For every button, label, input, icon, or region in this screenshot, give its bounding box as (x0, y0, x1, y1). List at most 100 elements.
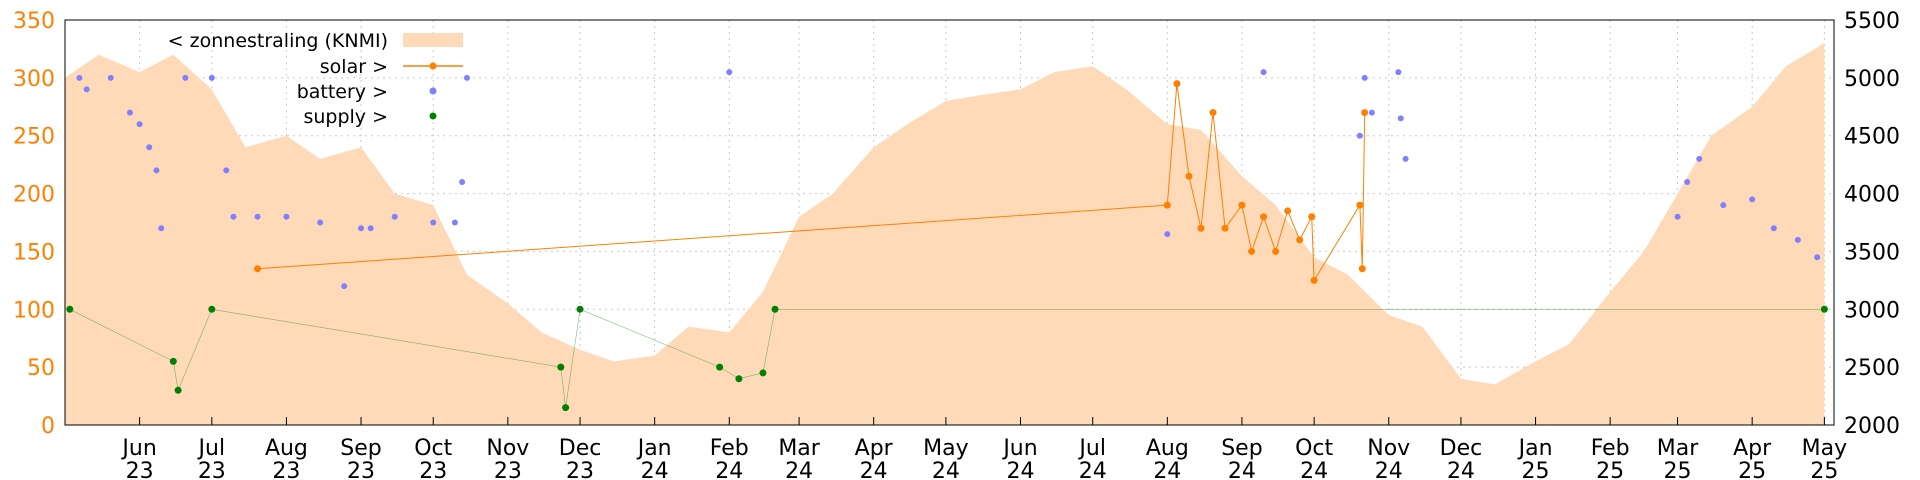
x-tick-year: 24 (641, 459, 669, 480)
x-tick-month: Aug (265, 436, 308, 461)
radiation-area-path (65, 43, 1825, 425)
x-tick-year: 25 (1596, 459, 1624, 480)
supply-point (208, 305, 216, 313)
legend-swatch-point (429, 87, 437, 95)
x-tick-year: 23 (566, 459, 594, 480)
radiation-area (65, 43, 1825, 425)
y-left-tick-label: 100 (13, 298, 55, 323)
legend-swatch-area (403, 33, 463, 47)
battery-point (107, 74, 114, 81)
x-tick-year: 23 (272, 459, 300, 480)
legend-label: supply > (303, 106, 388, 128)
x-tick-year: 23 (494, 459, 522, 480)
battery-point (126, 109, 133, 116)
y-left-tick-label: 150 (13, 240, 55, 265)
supply-point (557, 363, 565, 371)
solar-point (1361, 109, 1369, 117)
battery-point (1368, 109, 1375, 116)
battery-point (1164, 231, 1171, 238)
y-right-tick-label: 5500 (1844, 9, 1900, 34)
solar-point (1308, 213, 1316, 221)
solar-point (1284, 207, 1292, 215)
battery-point (459, 179, 466, 185)
axes (64, 19, 1835, 426)
solar-point (1310, 276, 1318, 284)
x-tick-year: 24 (1228, 459, 1256, 480)
x-tick-month: Apr (855, 436, 894, 461)
x-tick-year: 25 (1738, 459, 1766, 480)
x-tick-year: 24 (860, 459, 888, 480)
x-tick-year: 24 (1375, 459, 1403, 480)
y-right-tick-label: 5000 (1844, 67, 1900, 92)
x-tick-month: May (923, 436, 968, 461)
battery-point (1361, 74, 1368, 81)
solar-line (257, 83, 1366, 283)
x-tick-month: Dec (1440, 436, 1483, 461)
x-tick-month: Nov (486, 436, 529, 461)
x-tick-year: 24 (1153, 459, 1181, 480)
y-right-tick-label: 3000 (1844, 298, 1900, 323)
y-left-tick-label: 50 (27, 356, 55, 381)
battery-point (146, 144, 153, 151)
x-tick-year: 25 (1522, 459, 1550, 480)
battery-point (726, 69, 733, 76)
battery-point (430, 219, 437, 226)
y-right-tick-label: 4000 (1844, 183, 1900, 208)
battery-point (1814, 254, 1821, 261)
solar-point (1209, 109, 1217, 117)
solar-point (1221, 224, 1229, 232)
battery-point (317, 219, 324, 226)
battery-point (83, 86, 90, 93)
y-left-tick-label: 250 (13, 125, 55, 150)
supply-point (66, 305, 74, 313)
solar-point (254, 265, 262, 273)
x-tick-month: Dec (559, 436, 602, 461)
x-tick-month: Jun (120, 436, 156, 461)
battery-point (463, 74, 470, 81)
x-tick-month: Aug (1146, 436, 1189, 461)
battery-point (208, 74, 215, 81)
y-right-tick-label: 4500 (1844, 125, 1900, 150)
x-tick-month: May (1802, 436, 1847, 461)
x-tick-year: 24 (1300, 459, 1328, 480)
x-tick-year: 24 (932, 459, 960, 480)
supply-point (174, 386, 182, 394)
battery-point (1674, 213, 1681, 220)
battery-point (1794, 236, 1801, 243)
solar-point (1197, 224, 1205, 232)
battery-point (1720, 202, 1727, 209)
solar-point (1238, 201, 1246, 209)
solar-point (1260, 213, 1268, 221)
legend-label: < zonnestraling (KNMI) (168, 30, 388, 52)
x-tick-month: Oct (1295, 436, 1333, 461)
x-tick-month: Nov (1367, 436, 1410, 461)
battery-point (451, 219, 458, 226)
supply-point (1820, 305, 1828, 313)
x-tick-year: 23 (126, 459, 154, 480)
battery-point (1749, 196, 1756, 203)
y-right-tick-label: 2500 (1844, 356, 1900, 381)
y-left-tick-label: 350 (13, 9, 55, 34)
tick-labels: 0 50 100 150 200 250 300 350 2000 2500 3000 3500 400… (13, 9, 1900, 480)
battery-point (391, 213, 398, 220)
legend: < zonnestraling (KNMI) solar > battery > su… (168, 30, 463, 128)
battery-point (1395, 69, 1402, 76)
battery-point (358, 225, 365, 232)
plot-frame (64, 19, 1835, 426)
legend-swatch-point (429, 62, 437, 70)
battery-point (1402, 155, 1409, 162)
battery-point (367, 225, 374, 232)
x-tick-year: 24 (1007, 459, 1035, 480)
solar-point (1248, 247, 1256, 255)
solar-point (1185, 172, 1193, 180)
y-left-tick-label: 300 (13, 67, 55, 92)
battery-point (1770, 225, 1777, 232)
legend-swatch-point (429, 112, 437, 120)
legend-label: solar > (320, 56, 388, 78)
battery-point (254, 213, 261, 220)
battery-point (230, 213, 237, 220)
x-tick-month: Sep (340, 436, 381, 461)
x-tick-year: 25 (1664, 459, 1692, 480)
